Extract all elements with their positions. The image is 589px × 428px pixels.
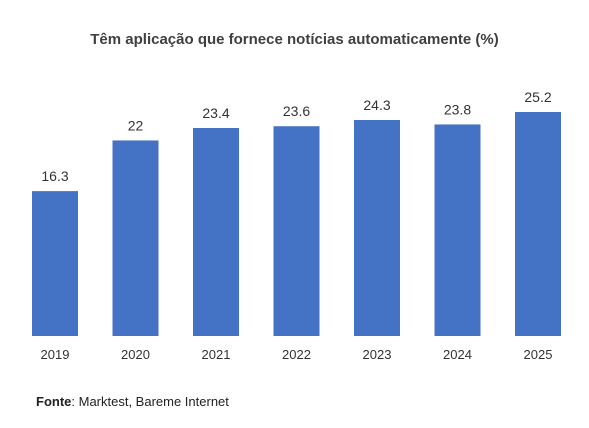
value-label-2024: 23.8	[444, 101, 471, 117]
bars-group	[32, 112, 561, 336]
bar-2023	[354, 120, 400, 336]
value-label-2025: 25.2	[524, 89, 551, 105]
bar-2021	[193, 128, 239, 336]
x-tick-2019: 2019	[41, 347, 70, 362]
value-label-2021: 23.4	[202, 105, 229, 121]
x-tick-2024: 2024	[443, 347, 472, 362]
bar-2022	[273, 126, 320, 336]
x-tick-2023: 2023	[363, 347, 392, 362]
x-tick-labels-group: 2019 2020 2021 2022 2023 2024 2025	[41, 347, 553, 362]
x-tick-2022: 2022	[282, 347, 311, 362]
value-label-2022: 23.6	[283, 103, 310, 119]
chart-title: Têm aplicação que fornece notícias autom…	[90, 31, 498, 48]
source-note: Fonte: Marktest, Bareme Internet	[36, 394, 229, 409]
value-label-2023: 24.3	[363, 97, 390, 113]
value-label-2019: 16.3	[41, 168, 68, 184]
bar-2025	[515, 112, 561, 336]
value-label-2020: 22	[128, 117, 144, 133]
x-tick-2021: 2021	[202, 347, 231, 362]
bar-chart: Têm aplicação que fornece notícias autom…	[32, 31, 561, 362]
bar-2020	[112, 140, 159, 336]
source-label: Fonte	[36, 394, 72, 409]
value-labels-group: 16.3 22 23.4 23.6 24.3 23.8 25.2	[41, 89, 551, 184]
bar-2019	[32, 191, 78, 336]
x-tick-2025: 2025	[524, 347, 553, 362]
x-tick-2020: 2020	[121, 347, 150, 362]
bar-2024	[434, 124, 481, 336]
source-text: : Marktest, Bareme Internet	[71, 394, 229, 409]
